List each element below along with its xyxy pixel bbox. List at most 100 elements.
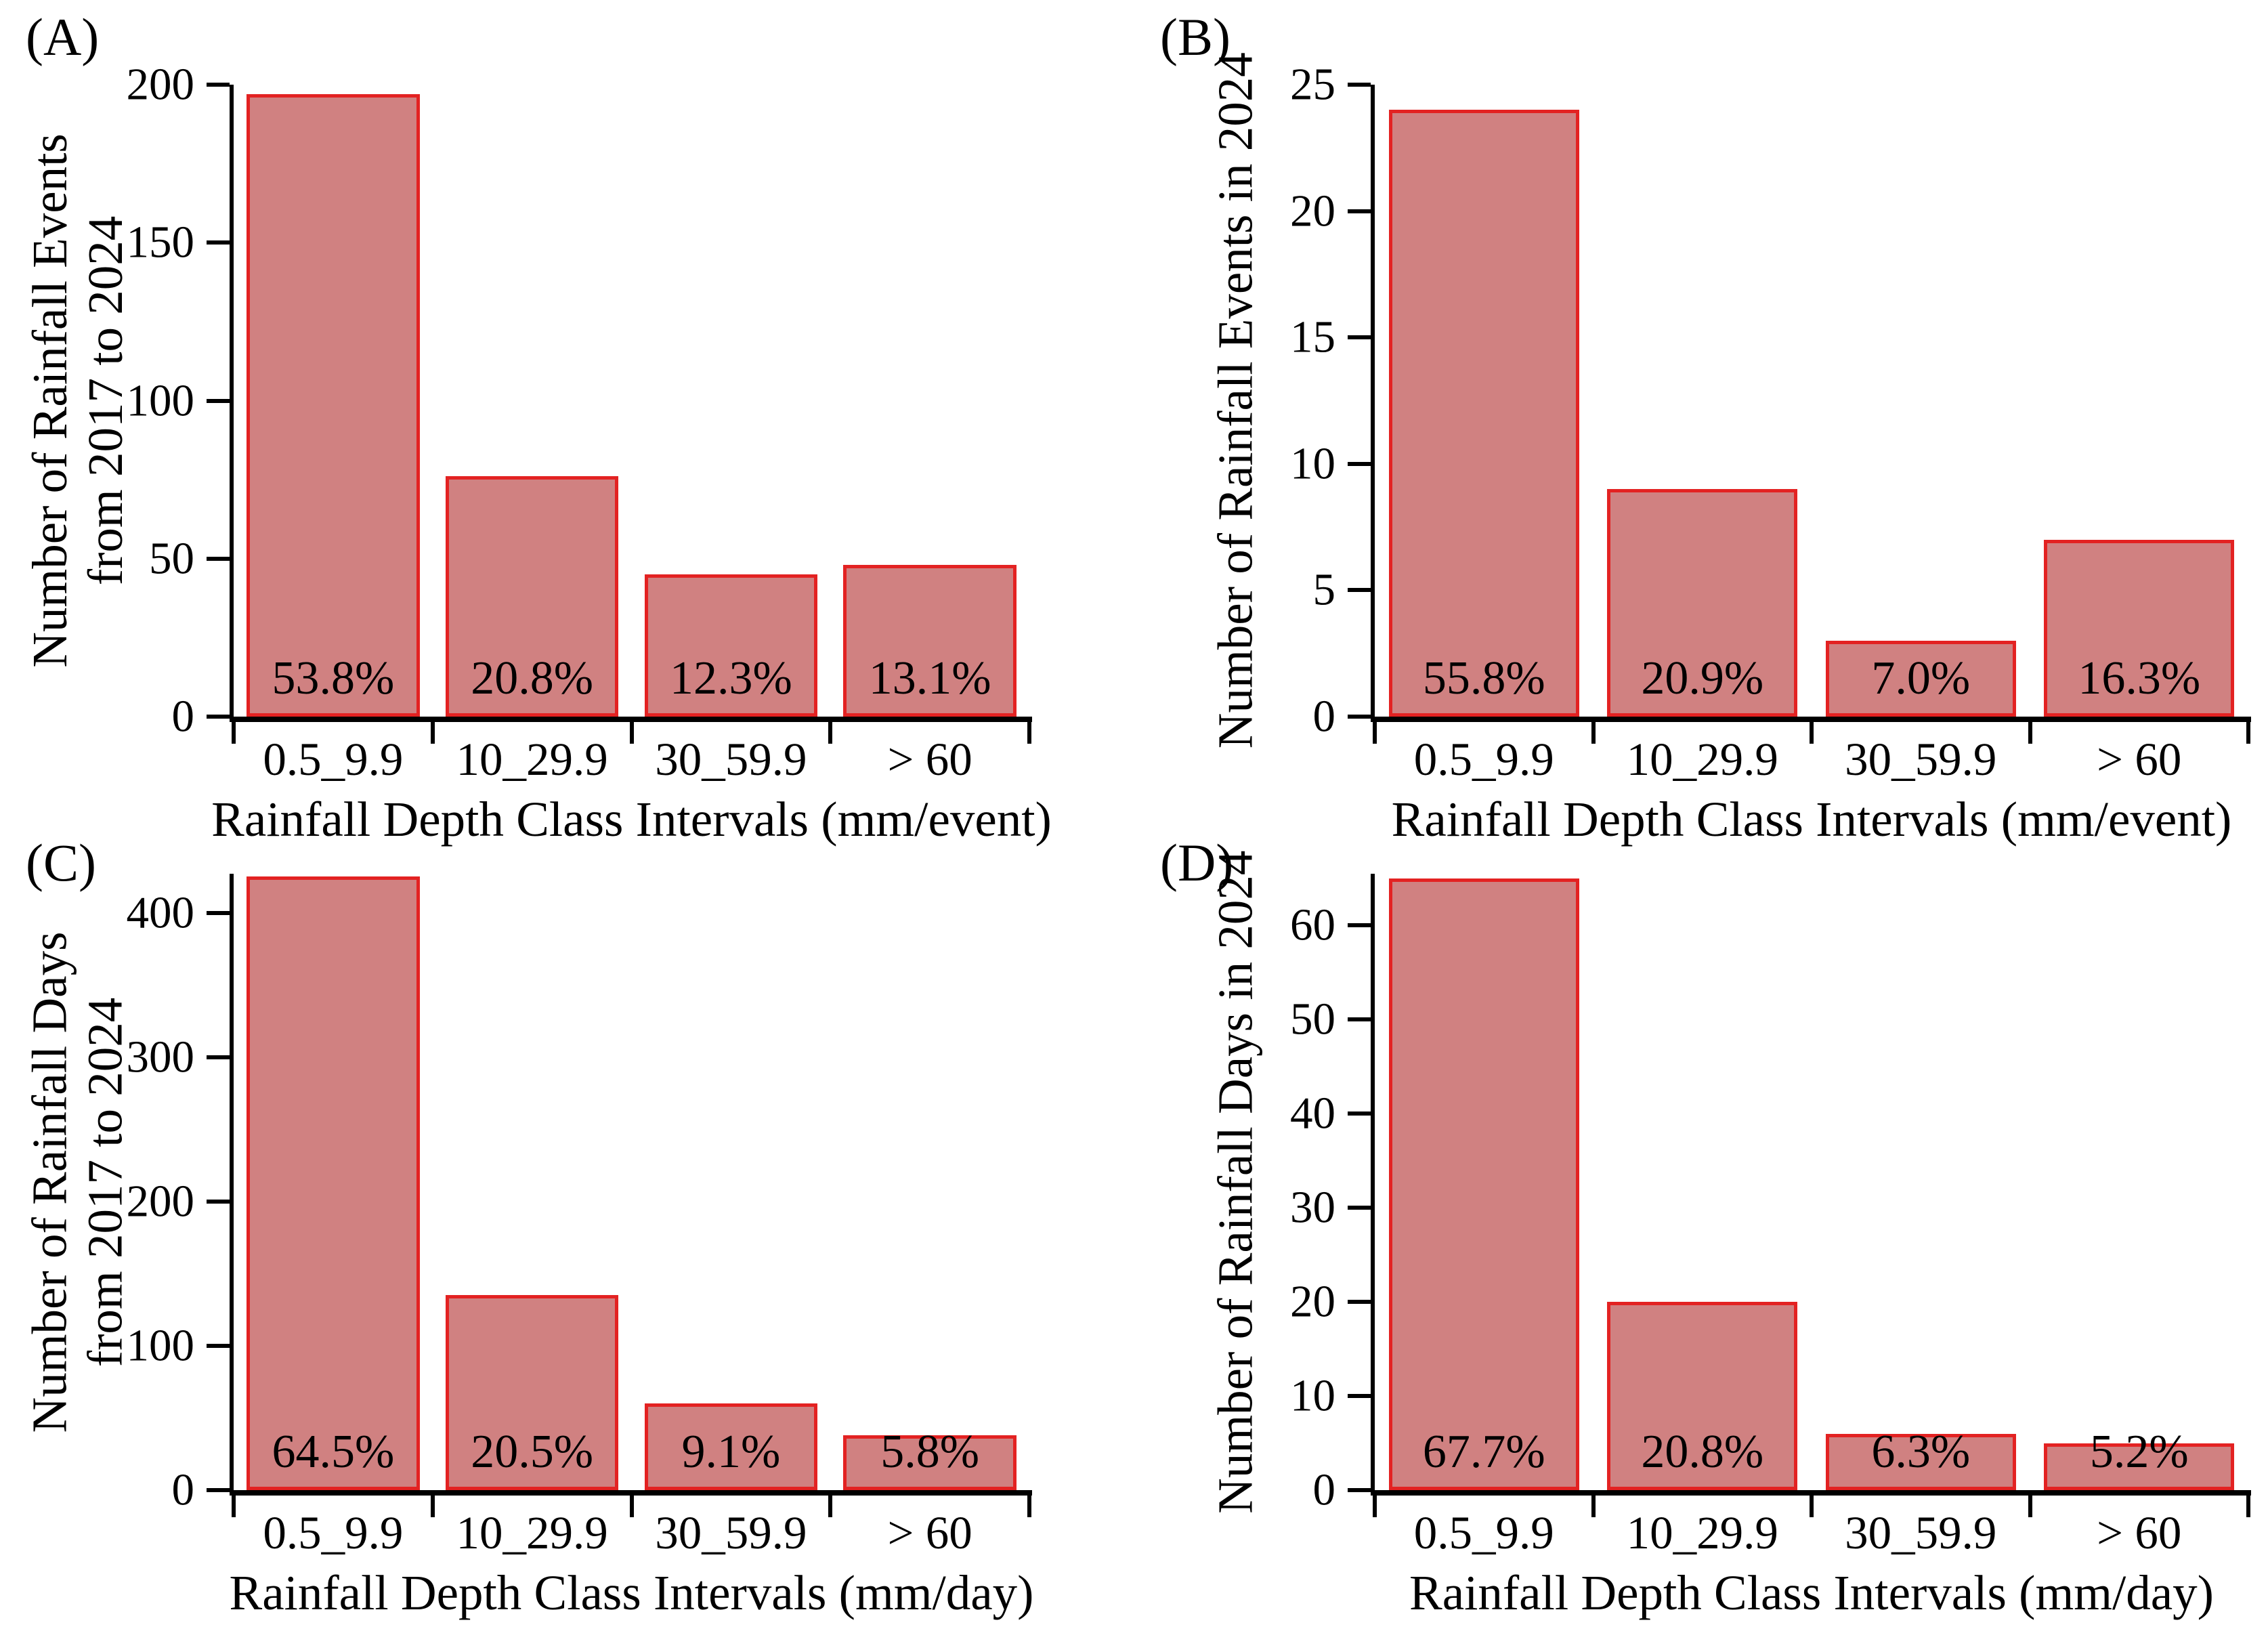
y-axis-tick: [1348, 1111, 1371, 1116]
y-axis-line: [1371, 874, 1375, 1496]
y-axis-tick-label: 30: [1290, 1182, 1335, 1233]
x-axis-tick: [1373, 1496, 1377, 1517]
panel-label-c: (C): [26, 833, 96, 892]
panel-d: (D) Number of Rainfall Days in 2024 0 10 20 3…: [1134, 826, 2268, 1652]
y-axis-tick: [207, 910, 230, 915]
x-axis-tick: [2028, 1496, 2032, 1517]
y-axis-tick: [207, 398, 230, 403]
bar-percent-label: 53.8%: [272, 652, 395, 704]
y-axis-tick-label: 50: [1290, 994, 1335, 1044]
panel-b: (B) Number of Rainfall Events in 2024 0 5 10…: [1134, 0, 2268, 847]
bar-a-2: 20.8%: [445, 476, 619, 717]
y-axis-tick-label: 60: [1290, 899, 1335, 950]
y-axis-tick-label: 20: [1290, 186, 1335, 236]
y-axis-tick: [1348, 83, 1371, 87]
y-axis-label-line: Number of Rainfall Events in 2024: [1207, 52, 1263, 749]
y-axis-tick: [1348, 1206, 1371, 1210]
bar-d-1: 67.7%: [1388, 878, 1579, 1490]
y-axis-tick-label: 10: [1290, 438, 1335, 489]
x-axis-tick-label: 30_59.9: [1845, 1507, 1997, 1559]
x-axis-tick: [1810, 1496, 1814, 1517]
bar-percent-label: 20.5%: [471, 1426, 594, 1478]
y-axis-tick-label: 300: [126, 1032, 195, 1082]
y-axis-tick: [1348, 923, 1371, 928]
x-axis-tick-label: 10_29.9: [456, 1507, 608, 1559]
x-axis-tick-label: 0.5_9.9: [263, 1507, 404, 1559]
x-axis-tick-label: 0.5_9.9: [263, 734, 404, 785]
bar-slot: 16.3%: [2030, 85, 2249, 717]
panel-c: (C) Number of Rainfall Days from 2017 to 2…: [0, 826, 1134, 1652]
y-axis-tick-label: 400: [126, 887, 195, 938]
y-axis-tick: [1348, 1017, 1371, 1022]
y-axis-tick-label: 0: [171, 1464, 195, 1515]
x-axis-line: [1371, 1490, 2251, 1496]
bar-slot: 20.8%: [433, 85, 632, 717]
x-axis-label-c: Rainfall Depth Class Intervals (mm/day): [229, 1565, 1034, 1620]
bar-percent-label: 20.8%: [1641, 1426, 1764, 1478]
y-axis-tick: [1348, 1394, 1371, 1399]
y-axis-tick: [207, 556, 230, 561]
y-axis-tick: [207, 83, 230, 87]
bar-b-2: 20.9%: [1607, 489, 1798, 717]
y-axis-label-text: Number of Rainfall Events in 2024: [1208, 53, 1264, 749]
bar-percent-label: 16.3%: [2078, 652, 2201, 704]
x-axis-tick-label: > 60: [887, 1507, 972, 1559]
bar-a-1: 53.8%: [247, 94, 420, 717]
x-axis-tick: [2246, 722, 2250, 744]
panel-label-b: (B): [1160, 7, 1231, 66]
x-axis-tick: [232, 722, 236, 744]
y-axis-tick-label: 40: [1290, 1088, 1335, 1139]
x-axis-line: [230, 717, 1032, 722]
bar-slot: 64.5%: [234, 874, 433, 1490]
y-axis-tick-label: 100: [126, 375, 195, 425]
bar-percent-label: 13.1%: [868, 652, 991, 704]
bar-a-4: 13.1%: [843, 565, 1017, 717]
y-axis-tick-label: 50: [149, 533, 194, 584]
y-axis-tick: [207, 715, 230, 719]
bar-c-3: 9.1%: [644, 1403, 818, 1490]
x-axis-tick: [629, 1496, 634, 1517]
panel-label-a: (A): [26, 7, 100, 66]
y-axis-line: [230, 85, 234, 722]
x-axis-tick-label: > 60: [887, 734, 972, 785]
bar-slot: 7.0%: [1812, 85, 2030, 717]
y-axis-tick-label: 0: [171, 691, 195, 742]
x-axis-tick: [1810, 722, 1814, 744]
x-axis-tick: [2028, 722, 2032, 744]
bar-percent-label: 7.0%: [1871, 652, 1971, 704]
y-axis-tick: [207, 1199, 230, 1204]
y-axis-tick: [1348, 1488, 1371, 1492]
x-axis-tick-label: 30_59.9: [655, 734, 807, 785]
y-axis-tick: [207, 1488, 230, 1492]
bar-slot: 20.8%: [1593, 874, 1812, 1490]
y-axis-tick-label: 25: [1290, 59, 1335, 110]
bar-percent-label: 55.8%: [1422, 652, 1545, 704]
y-axis-tick: [1348, 335, 1371, 340]
bar-slot: 13.1%: [830, 85, 1029, 717]
x-axis-tick-label: 0.5_9.9: [1413, 734, 1554, 785]
y-axis-tick: [207, 1343, 230, 1348]
bar-d-2: 20.8%: [1607, 1302, 1798, 1490]
plot-area-b: 0 5 10 15 20 25 55.8% 0.5_9.9 20.9% 10_29.9 7.0% 30…: [1290, 62, 2251, 847]
bar-percent-label: 5.8%: [880, 1426, 980, 1478]
y-axis-tick: [207, 240, 230, 245]
bar-percent-label: 9.1%: [681, 1426, 781, 1478]
x-axis-tick: [1027, 1496, 1031, 1517]
x-axis-tick-label: 10_29.9: [1626, 1507, 1778, 1559]
bar-d-4: 5.2%: [2044, 1428, 2235, 1490]
y-axis-tick: [1348, 461, 1371, 466]
bar-slot: 67.7%: [1375, 874, 1593, 1490]
y-axis-tick-label: 10: [1290, 1370, 1335, 1421]
bar-c-4: 5.8%: [843, 1428, 1017, 1490]
panel-label-d: (D): [1160, 833, 1234, 892]
x-axis-line: [230, 1490, 1032, 1496]
x-axis-tick-label: 0.5_9.9: [1413, 1507, 1554, 1559]
y-axis-tick-label: 15: [1290, 312, 1335, 362]
bar-slot: 20.5%: [433, 874, 632, 1490]
x-axis-tick-label: 30_59.9: [655, 1507, 807, 1559]
bar-b-4: 16.3%: [2044, 539, 2235, 717]
x-axis-tick: [232, 1496, 236, 1517]
x-axis-tick: [1373, 722, 1377, 744]
y-axis-tick: [1348, 715, 1371, 719]
